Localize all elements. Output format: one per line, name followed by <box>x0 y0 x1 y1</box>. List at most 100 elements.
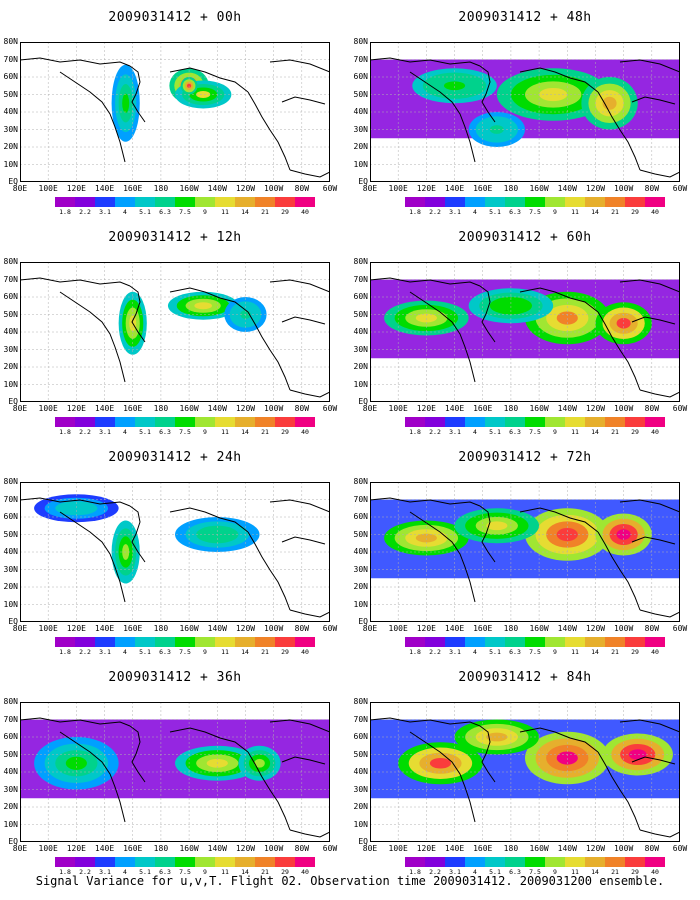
variance-contour <box>628 749 647 760</box>
longitude-tick-label: 160W <box>529 624 549 633</box>
colorbar-label: 11 <box>221 208 229 216</box>
latitude-tick-label: 50N <box>353 309 368 319</box>
latitude-tick-label: 50N <box>3 749 18 759</box>
latitude-tick-label: 30N <box>3 564 18 574</box>
colorbar-label: 2.2 <box>79 868 91 876</box>
longitude-tick-label: 60W <box>672 404 688 413</box>
colorbar-label: 14 <box>591 648 599 656</box>
colorbar-swatch <box>175 857 195 867</box>
longitude-labels: 80E 100E 120E 140E 160E 180 160W 140W 120W 100W 80… <box>363 184 687 194</box>
colorbar-label: 40 <box>651 208 659 216</box>
map-frame <box>20 482 330 622</box>
longitude-labels: 80E 100E 120E 140E 160E 180 160W 140W 120W 100W 80… <box>363 624 687 634</box>
colorbar-label: 7.5 <box>179 208 191 216</box>
graticule <box>370 702 680 842</box>
latitude-labels: EQ 10N 20N 30N 40N 50N 60N 70N 80N <box>348 698 370 846</box>
latitude-tick-label: 20N <box>3 582 18 591</box>
colorbar-swatch <box>215 637 235 647</box>
longitude-tick-label: 80E <box>12 844 28 853</box>
colorbar-swatch <box>295 197 315 207</box>
longitude-tick-label: 140W <box>557 844 577 853</box>
panel-title: 2009031412 + 00h <box>108 10 242 25</box>
coastline <box>619 719 680 733</box>
graticule <box>20 482 330 622</box>
colorbar-label: 21 <box>611 208 619 216</box>
latitude-tick-label: EQ <box>358 397 368 406</box>
coastline <box>281 96 326 105</box>
colorbar-label: 4 <box>123 208 127 216</box>
latitude-tick-label: 80N <box>3 37 18 46</box>
longitude-tick-label: 140W <box>207 184 227 193</box>
colorbar-label: 6.3 <box>159 648 171 656</box>
colorbar-label: 11 <box>571 868 579 876</box>
colorbar-label: 2.2 <box>429 648 441 656</box>
coastline <box>639 829 680 838</box>
colorbar-swatch <box>425 197 445 207</box>
colorbar-swatch <box>255 857 275 867</box>
colorbar-label: 11 <box>221 868 229 876</box>
latitude-tick-label: 60N <box>353 292 368 301</box>
colorbar-swatch <box>585 637 605 647</box>
colorbar-swatch <box>175 417 195 427</box>
colorbar-label: 40 <box>301 208 309 216</box>
latitude-tick-label: 40N <box>353 767 368 776</box>
map-frame <box>370 262 680 402</box>
colorbar-label: 5.1 <box>139 868 151 876</box>
latitude-tick-label: 10N <box>353 599 368 609</box>
colorbar-swatch <box>295 417 315 427</box>
colorbar-label: 3.1 <box>99 868 111 876</box>
longitude-tick-label: 60W <box>672 184 688 193</box>
colorbar-swatch <box>485 197 505 207</box>
longitude-tick-label: 80E <box>362 624 378 633</box>
coastline <box>281 756 326 765</box>
colorbar-label: 6.3 <box>509 428 521 436</box>
longitude-tick-label: 140E <box>94 184 115 193</box>
latitude-tick-label: 40N <box>353 327 368 336</box>
colorbar-label: 14 <box>591 208 599 216</box>
colorbar-labels: 1.8 2.2 3.1 4 5.1 6.3 7.5 9 11 14 21 29 40 <box>55 428 315 438</box>
longitude-tick-label: 180 <box>503 404 519 413</box>
colorbar-label: 9 <box>203 648 207 656</box>
latitude-tick-label: EQ <box>8 837 18 846</box>
longitude-tick-label: 160E <box>473 184 493 193</box>
map-panel: 2009031412 + 00h EQ 10N 20N 30N 40N 50N 60N 70N 8… <box>0 0 350 225</box>
latitude-tick-label: 60N <box>353 72 368 81</box>
longitude-labels: 80E 100E 120E 140E 160E 180 160W 140W 120W 100W 80… <box>13 844 337 854</box>
longitude-tick-label: 60W <box>322 184 338 193</box>
coastline <box>370 277 481 287</box>
longitude-tick-label: 140W <box>557 624 577 633</box>
variance-contour <box>489 125 504 134</box>
colorbar-swatch <box>275 417 295 427</box>
latitude-tick-label: 70N <box>353 714 368 724</box>
latitude-tick-label: 30N <box>3 344 18 354</box>
longitude-labels: 80E 100E 120E 140E 160E 180 160W 140W 120W 100W 80… <box>13 184 337 194</box>
latitude-tick-label: 30N <box>353 784 368 794</box>
coastline <box>631 316 676 325</box>
latitude-tick-label: 30N <box>353 344 368 354</box>
colorbar-label: 5.1 <box>139 208 151 216</box>
coastline <box>20 717 131 727</box>
colorbar-swatch <box>465 197 485 207</box>
latitude-labels: EQ 10N 20N 30N 40N 50N 60N 70N 80N <box>348 478 370 626</box>
colorbar-swatch <box>75 417 95 427</box>
colorbar-label: 14 <box>241 648 249 656</box>
variance-contour <box>194 302 212 310</box>
colorbar-swatch <box>605 197 625 207</box>
coastline <box>59 511 126 603</box>
colorbar-label: 1.8 <box>59 648 71 656</box>
colorbar-label: 3.1 <box>99 208 111 216</box>
colorbar-swatch <box>235 857 255 867</box>
longitude-tick-label: 100W <box>613 184 634 193</box>
coastline <box>59 291 126 383</box>
colorbar-label: 21 <box>611 428 619 436</box>
longitude-tick-label: 100E <box>388 404 408 413</box>
coastline <box>519 67 599 93</box>
colorbar-swatch <box>95 197 115 207</box>
longitude-tick-label: 140W <box>207 844 227 853</box>
latitude-tick-label: 50N <box>3 309 18 319</box>
longitude-tick-label: 100W <box>263 844 284 853</box>
colorbar-swatch <box>155 417 175 427</box>
coastline <box>269 279 330 293</box>
latitude-tick-label: 20N <box>353 362 368 371</box>
longitude-tick-label: 160E <box>123 184 143 193</box>
